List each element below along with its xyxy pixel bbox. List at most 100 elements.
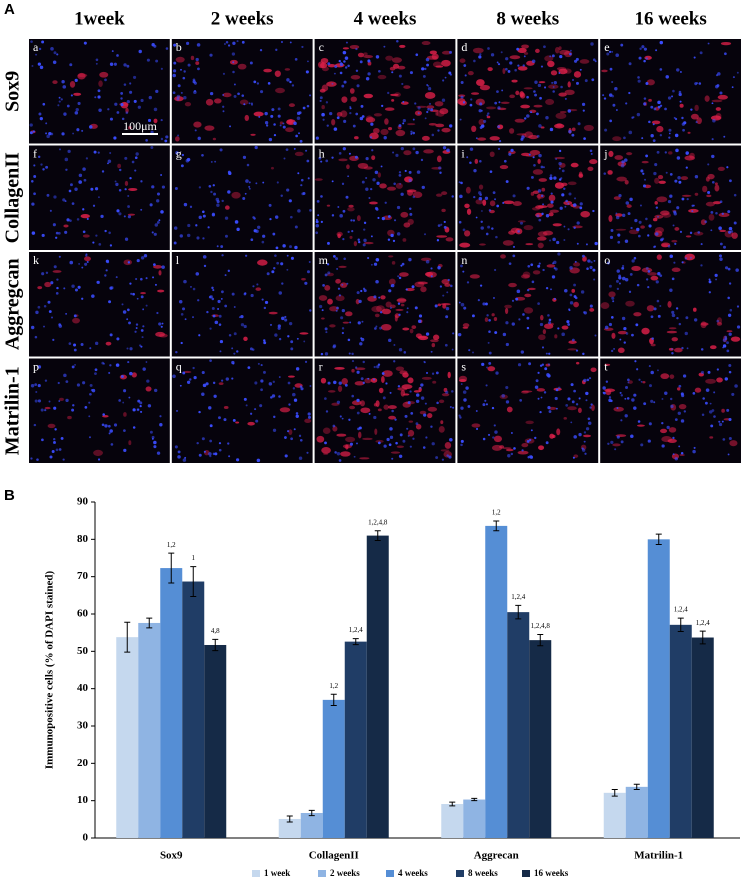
stain [347,206,355,212]
nucleus [509,61,513,65]
nucleus [531,59,536,63]
micrograph [171,358,313,463]
nucleus [729,179,732,183]
nucleus [715,211,718,215]
stain [666,330,678,334]
nucleus [542,166,545,169]
nucleus [58,100,61,103]
stain [642,381,646,384]
nucleus [173,43,177,47]
stain [515,90,520,96]
nucleus [390,285,393,287]
stain [398,272,409,277]
nucleus [591,78,595,82]
nucleus [250,238,254,242]
nucleus [723,245,726,249]
nucleus [315,231,319,235]
stain [435,111,439,116]
stain [439,108,449,115]
nucleus [127,195,130,197]
nucleus [730,230,734,233]
nucleus [660,238,664,242]
nucleus [334,451,337,454]
nucleus [89,383,93,387]
nucleus [70,183,73,187]
bar [138,622,161,838]
nucleus [164,139,168,143]
error-bar [352,638,359,646]
nucleus [493,424,496,427]
nucleus [342,50,347,55]
nucleus [620,440,624,444]
stain [224,205,230,210]
nucleus [193,376,197,380]
nucleus [325,101,329,104]
nucleus [296,337,299,340]
stain [646,79,655,86]
nucleus [451,195,454,198]
nucleus [407,401,411,405]
stain [517,66,528,71]
nucleus [496,90,499,94]
nucleus [212,184,215,187]
nucleus [143,254,148,258]
nucleus [672,453,675,456]
nucleus [51,316,53,319]
nucleus [374,170,379,175]
nucleus [335,257,339,261]
stain [321,104,325,110]
nucleus [289,41,292,44]
nucleus [659,68,663,71]
stain [381,376,385,383]
nucleus [140,98,144,103]
nucleus [672,89,675,93]
nucleus [602,386,606,390]
y-tick-label: 10 [77,794,89,806]
nucleus [82,381,86,385]
nucleus [277,326,281,330]
error-bar [699,630,706,645]
stain [400,101,409,105]
nucleus [86,260,89,264]
nucleus [398,454,403,459]
nucleus [43,325,45,328]
nucleus [724,52,727,56]
nucleus [618,282,621,285]
y-tick-label: 50 [77,645,89,657]
nucleus [435,456,439,460]
nucleus [393,219,397,222]
nucleus [57,381,60,385]
nucleus [58,448,62,451]
nucleus [197,299,200,302]
stain [571,288,576,293]
nucleus [561,193,565,197]
stain [397,387,408,391]
stain [558,46,562,50]
nucleus [293,428,296,431]
nucleus [282,125,286,129]
nucleus [449,50,452,54]
nucleus [653,107,657,111]
nucleus [629,272,633,276]
nucleus [736,325,741,329]
nucleus [236,227,240,232]
stain [397,65,406,70]
panel-letter: a [33,40,39,54]
stain [239,99,249,105]
stain [459,58,466,63]
stain [407,123,416,126]
nucleus [462,270,465,273]
y-axis-label: Immunopositive cells (% of DAPI stained) [44,571,56,770]
nucleus [271,108,275,112]
stain [377,172,382,178]
nucleus [135,323,139,326]
nucleus [460,443,463,447]
stain [274,70,281,77]
stain [556,428,561,436]
nucleus [347,175,350,178]
stain [440,449,450,452]
nucleus [440,223,443,226]
stain [521,44,529,49]
stain [616,176,627,182]
nucleus [602,94,605,97]
